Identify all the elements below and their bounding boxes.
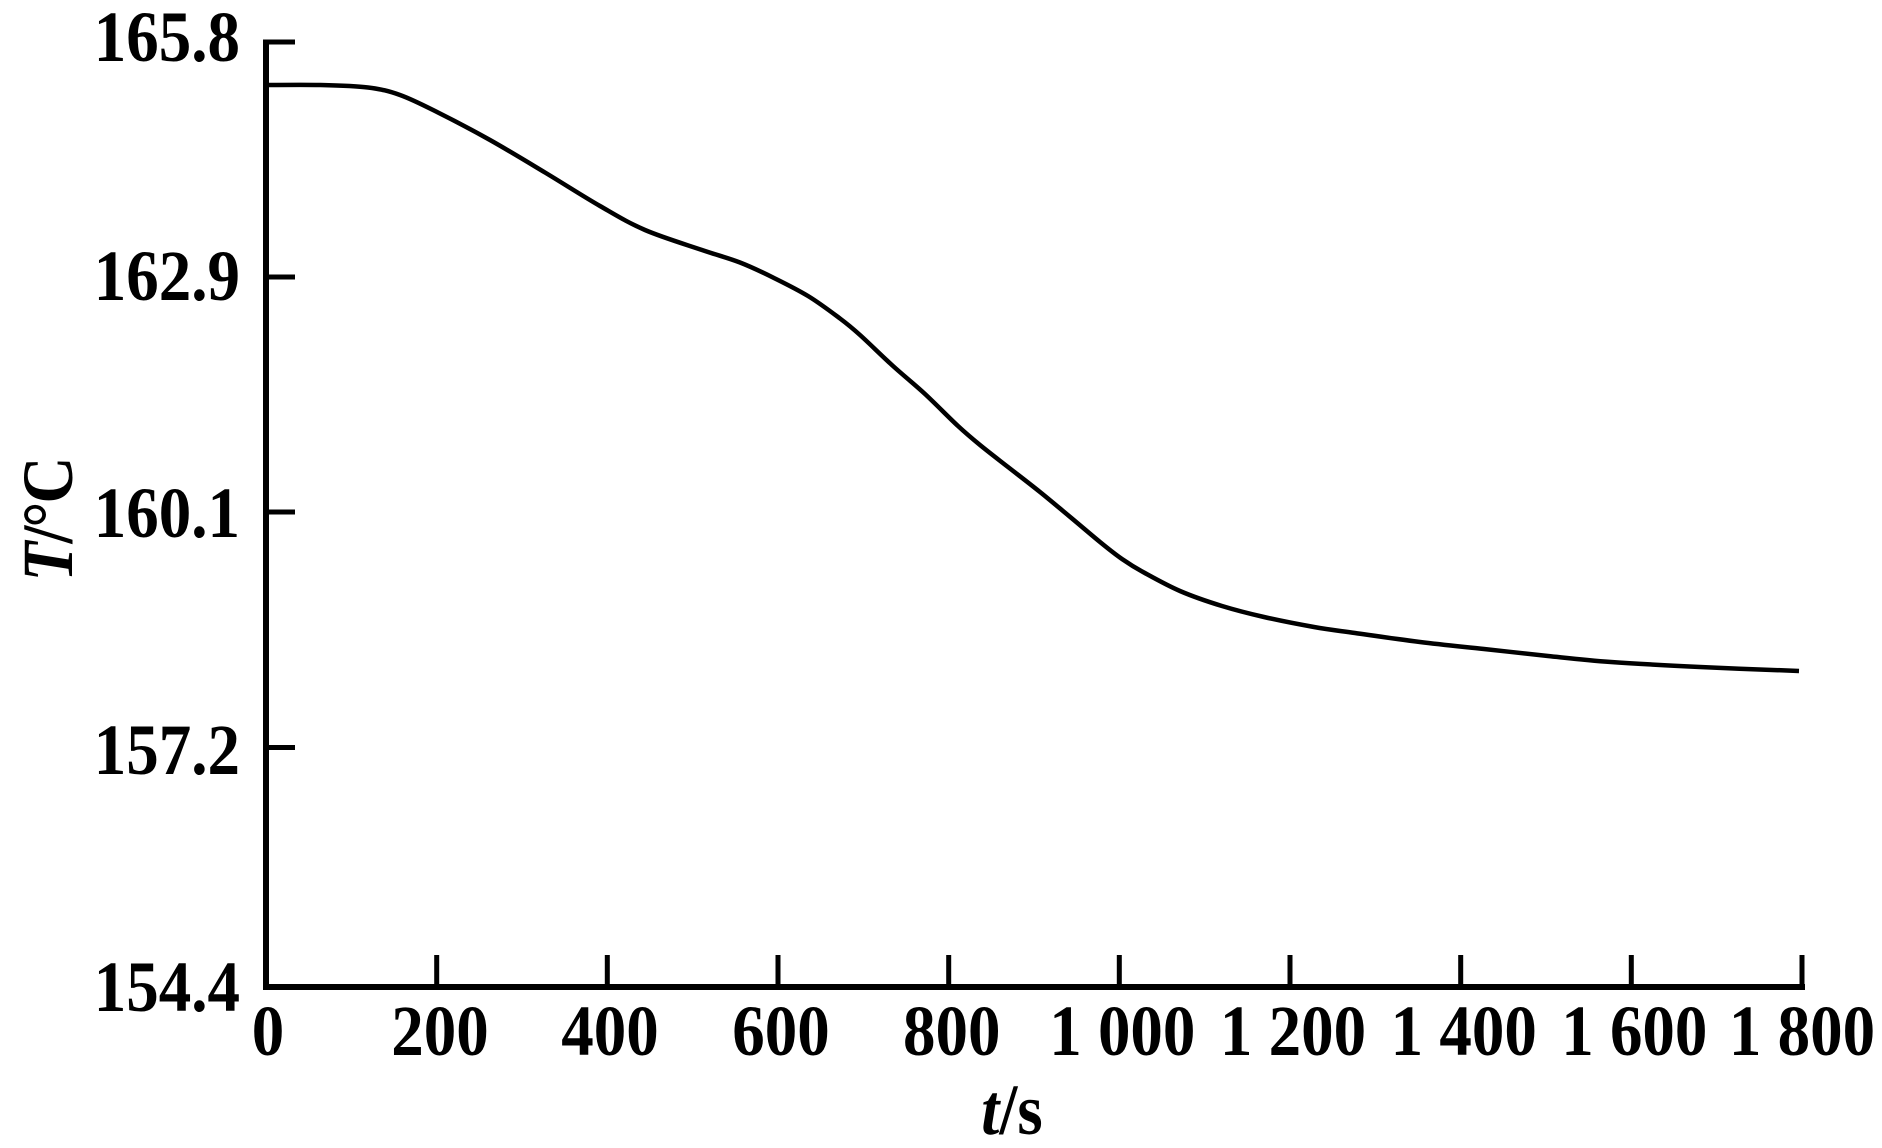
- svg-text:1 200: 1 200: [1220, 991, 1366, 1071]
- svg-text:160.1: 160.1: [94, 473, 240, 553]
- svg-text:400: 400: [561, 991, 658, 1071]
- svg-text:154.4: 154.4: [94, 947, 240, 1027]
- svg-text:0: 0: [252, 991, 284, 1071]
- svg-text:1 000: 1 000: [1049, 991, 1195, 1071]
- svg-text:200: 200: [391, 991, 488, 1071]
- svg-text:162.9: 162.9: [94, 236, 240, 316]
- svg-text:t/s: t/s: [981, 1070, 1042, 1148]
- svg-text:T/°C: T/°C: [8, 459, 88, 582]
- svg-text:600: 600: [732, 991, 829, 1071]
- svg-text:800: 800: [903, 991, 1000, 1071]
- svg-text:157.2: 157.2: [94, 710, 240, 790]
- svg-text:1 600: 1 600: [1561, 991, 1707, 1071]
- svg-text:165.8: 165.8: [94, 0, 240, 77]
- svg-text:1 800: 1 800: [1729, 991, 1875, 1071]
- svg-text:1 400: 1 400: [1391, 991, 1537, 1071]
